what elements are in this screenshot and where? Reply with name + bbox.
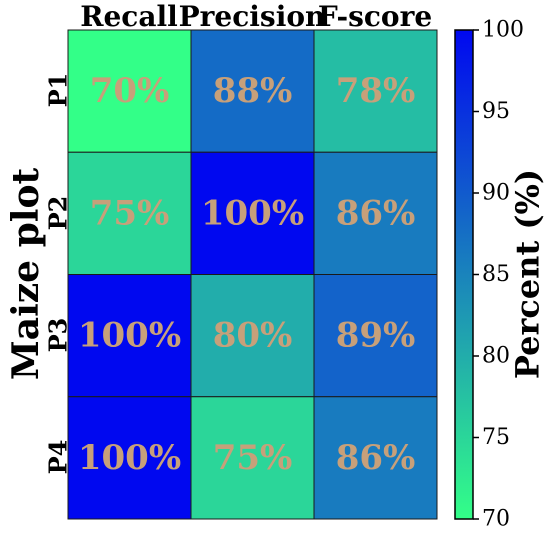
cell-label-p4-recall: 100% (78, 438, 181, 478)
colorbar-tick-label-70: 70 (482, 507, 510, 532)
cell-label-p2-f-score: 86% (336, 193, 416, 233)
heatmap-cell-p1-recall (67, 29, 192, 153)
colorbar (454, 29, 474, 520)
heatmap-cell-p2-recall (67, 151, 192, 275)
colorbar-label: Percent (%) (509, 169, 547, 379)
cell-label-p2-precision: 100% (201, 193, 304, 233)
heatmap-cell-p1-precision (190, 29, 315, 153)
colorbar-tick-label-85: 85 (482, 262, 510, 287)
y-axis-label: Maize plot (5, 168, 47, 381)
heatmap-cell-p1-f-score (313, 29, 438, 153)
colorbar-tick-label-90: 90 (482, 181, 510, 206)
heatmap-cell-p3-recall (67, 274, 192, 398)
colorbar-tick-label-80: 80 (482, 344, 510, 369)
heatmap-cell-p3-f-score (313, 274, 438, 398)
heatmap-cells: 70% 88% 78% 75% 100% 86% 100% 80% 89% 100% 75% 86% (67, 29, 438, 520)
cell-label-p4-f-score: 86% (336, 438, 416, 478)
heatmap-cell-p3-precision (190, 274, 315, 398)
cell-label-p1-precision: 88% (213, 71, 293, 111)
column-header-precision: Precision (179, 0, 326, 33)
cell-label-p3-precision: 80% (213, 316, 293, 356)
column-header-f-score: F-score (318, 0, 432, 33)
cell-label-p2-recall: 75% (90, 193, 170, 233)
cell-label-p4-precision: 75% (213, 438, 293, 478)
heatmap-cell-p2-precision (190, 151, 315, 275)
colorbar-ticks: 70 75 80 85 90 95 100 (473, 18, 524, 532)
colorbar-tick-label-95: 95 (482, 99, 510, 124)
cell-label-p1-recall: 70% (90, 71, 170, 111)
cell-label-p3-f-score: 89% (336, 316, 416, 356)
heatmap-cell-p4-precision (190, 396, 315, 520)
colorbar-tick-label-75: 75 (482, 425, 510, 450)
cell-label-p3-recall: 100% (78, 316, 181, 356)
heatmap-cell-p4-f-score (313, 396, 438, 520)
column-header-recall: Recall (80, 0, 178, 33)
colorbar-tick-label-100: 100 (482, 18, 524, 43)
heatmap-cell-p4-recall (67, 396, 192, 520)
cell-label-p1-f-score: 78% (336, 71, 416, 111)
